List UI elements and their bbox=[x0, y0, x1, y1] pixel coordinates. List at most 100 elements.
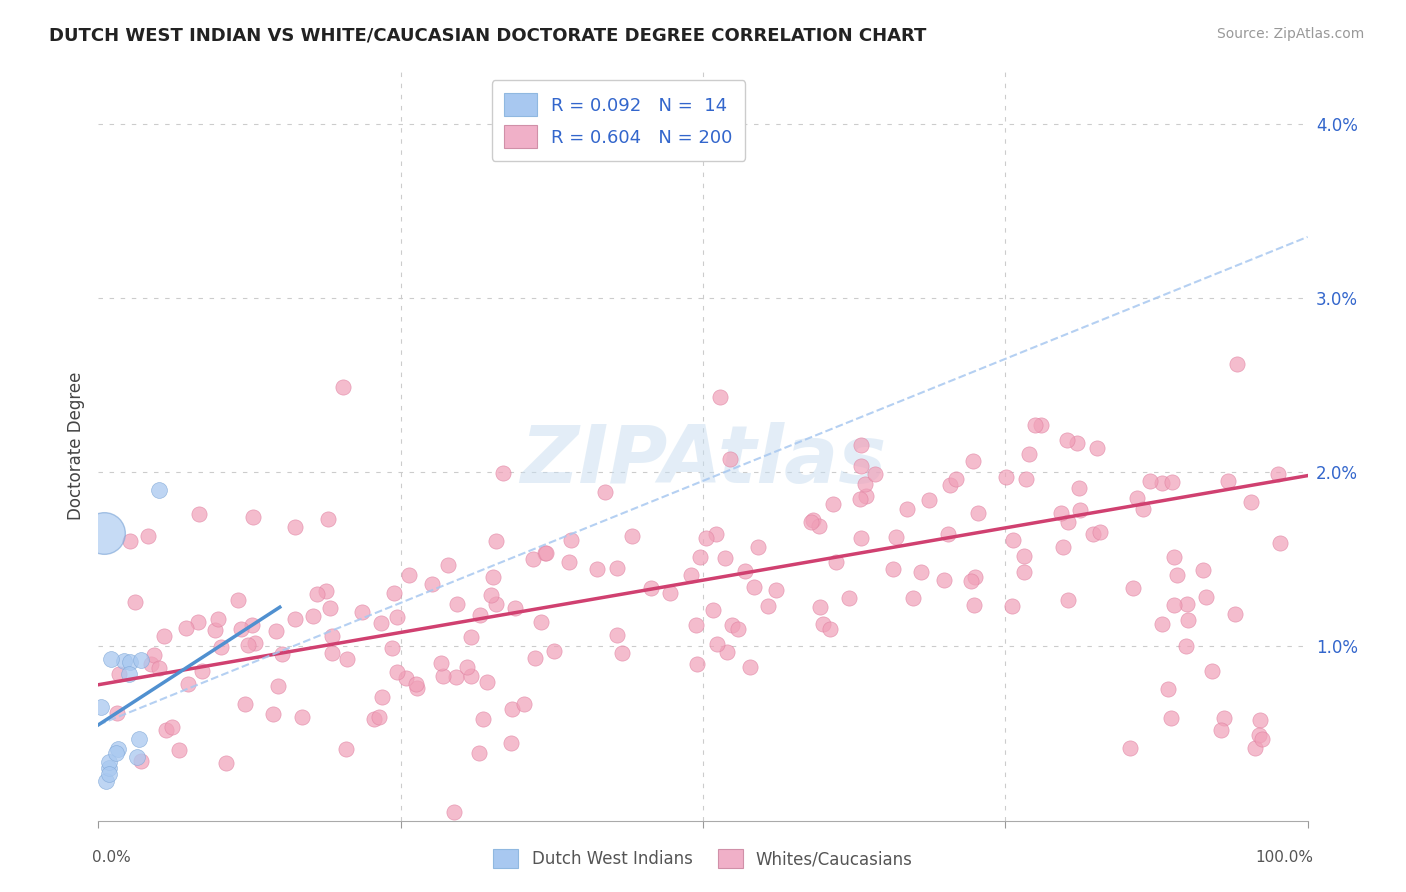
Point bbox=[406, 681, 429, 695]
Point bbox=[1150, 617, 1173, 632]
Point bbox=[129, 754, 152, 768]
Point bbox=[709, 390, 731, 404]
Point bbox=[98, 761, 121, 775]
Point bbox=[593, 485, 616, 500]
Point bbox=[143, 648, 166, 662]
Point bbox=[1161, 475, 1184, 490]
Point bbox=[335, 741, 357, 756]
Point bbox=[704, 527, 727, 541]
Point bbox=[853, 476, 876, 491]
Point bbox=[1085, 442, 1108, 456]
Point bbox=[524, 650, 547, 665]
Point bbox=[429, 656, 451, 670]
Point bbox=[945, 472, 967, 486]
Point bbox=[477, 675, 499, 690]
Point bbox=[1243, 740, 1265, 755]
Point bbox=[1057, 515, 1080, 529]
Point bbox=[1249, 713, 1271, 727]
Point bbox=[307, 587, 329, 601]
Point bbox=[808, 600, 831, 615]
Point bbox=[1163, 549, 1185, 564]
Point bbox=[820, 622, 842, 636]
Point bbox=[849, 531, 872, 545]
Point bbox=[503, 600, 526, 615]
Point bbox=[1024, 418, 1046, 433]
Point bbox=[153, 629, 176, 643]
Point bbox=[801, 513, 824, 527]
Point bbox=[896, 501, 918, 516]
Point bbox=[107, 741, 129, 756]
Point bbox=[316, 512, 339, 526]
Point bbox=[318, 600, 340, 615]
Point bbox=[321, 646, 343, 660]
Point bbox=[499, 736, 522, 750]
Point bbox=[1157, 681, 1180, 696]
Point bbox=[405, 677, 427, 691]
Point bbox=[381, 641, 404, 656]
Legend: R = 0.092   N =  14, R = 0.604   N = 200: R = 0.092 N = 14, R = 0.604 N = 200 bbox=[492, 80, 745, 161]
Point bbox=[148, 661, 170, 675]
Point bbox=[243, 636, 266, 650]
Point bbox=[758, 599, 780, 614]
Point bbox=[420, 577, 443, 591]
Point bbox=[468, 607, 491, 622]
Point bbox=[187, 615, 209, 630]
Point bbox=[963, 598, 986, 612]
Point bbox=[882, 562, 904, 576]
Point bbox=[606, 628, 628, 642]
Point bbox=[363, 712, 385, 726]
Point bbox=[1122, 582, 1144, 596]
Point bbox=[530, 615, 553, 629]
Text: DUTCH WEST INDIAN VS WHITE/CAUCASIAN DOCTORATE DEGREE CORRELATION CHART: DUTCH WEST INDIAN VS WHITE/CAUCASIAN DOC… bbox=[49, 27, 927, 45]
Point bbox=[863, 467, 886, 481]
Point bbox=[136, 529, 159, 543]
Point bbox=[485, 597, 508, 611]
Point bbox=[160, 720, 183, 734]
Point bbox=[585, 562, 607, 576]
Point bbox=[395, 672, 418, 686]
Point bbox=[100, 652, 122, 666]
Point bbox=[1126, 491, 1149, 506]
Point bbox=[851, 459, 873, 474]
Point bbox=[910, 565, 932, 579]
Point bbox=[120, 533, 142, 548]
Point bbox=[1226, 357, 1249, 371]
Point bbox=[855, 489, 877, 503]
Point bbox=[398, 567, 420, 582]
Point bbox=[1067, 481, 1090, 495]
Point bbox=[1069, 503, 1091, 517]
Point bbox=[367, 709, 389, 723]
Point bbox=[1132, 501, 1154, 516]
Point bbox=[965, 570, 987, 584]
Point bbox=[679, 567, 702, 582]
Point bbox=[640, 582, 662, 596]
Point bbox=[1160, 711, 1182, 725]
Point bbox=[936, 526, 959, 541]
Point bbox=[959, 574, 981, 589]
Point bbox=[702, 603, 724, 617]
Point bbox=[387, 665, 409, 680]
Point bbox=[190, 664, 212, 678]
Point bbox=[105, 706, 128, 720]
Point bbox=[264, 624, 287, 639]
Point bbox=[370, 615, 392, 630]
Point bbox=[1150, 475, 1173, 490]
Point bbox=[444, 670, 467, 684]
Point bbox=[460, 669, 482, 683]
Point bbox=[659, 586, 682, 600]
Point bbox=[284, 612, 307, 626]
Point bbox=[169, 742, 191, 756]
Point bbox=[918, 492, 941, 507]
Point bbox=[994, 469, 1017, 483]
Point bbox=[849, 438, 872, 452]
Point bbox=[1012, 549, 1035, 563]
Point bbox=[533, 546, 555, 560]
Point bbox=[118, 667, 141, 681]
Point bbox=[811, 617, 834, 632]
Point bbox=[695, 531, 717, 545]
Legend: Dutch West Indians, Whites/Caucasians: Dutch West Indians, Whites/Caucasians bbox=[486, 843, 920, 875]
Point bbox=[824, 555, 846, 569]
Point bbox=[284, 520, 307, 534]
Point bbox=[560, 533, 582, 547]
Point bbox=[242, 509, 264, 524]
